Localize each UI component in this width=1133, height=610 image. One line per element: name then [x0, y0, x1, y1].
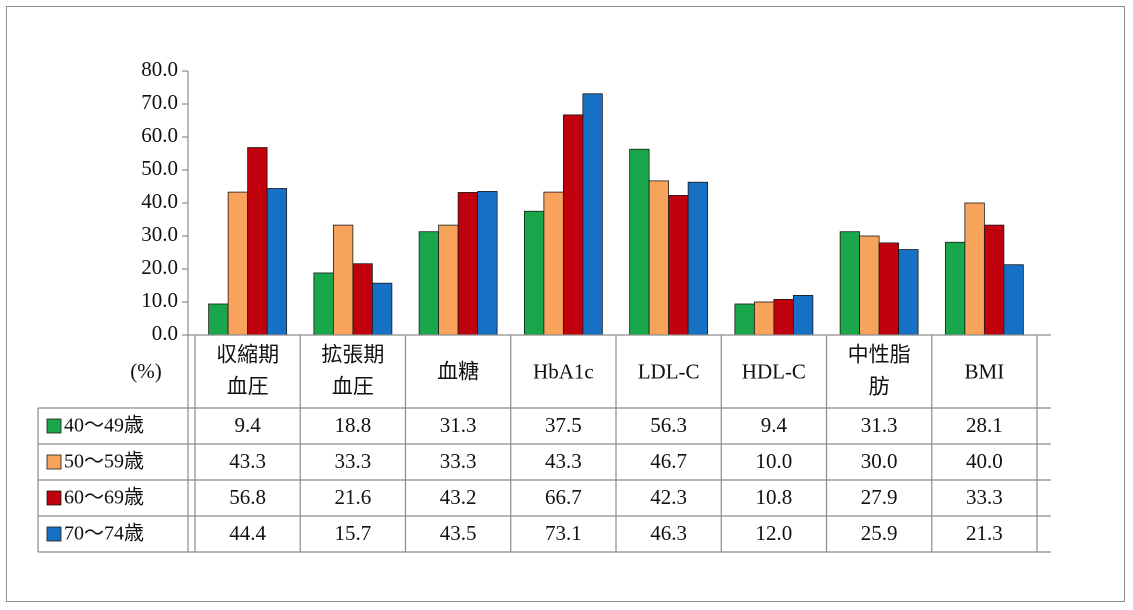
data-label: 43.3	[545, 449, 582, 473]
data-label: 18.8	[335, 413, 372, 437]
bar	[648, 180, 670, 336]
data-label: 10.0	[756, 449, 793, 473]
y-tick-label: 70.0	[141, 90, 178, 114]
category-label: HbA1c	[533, 359, 594, 383]
bar	[332, 224, 354, 336]
category-label: HDL-C	[742, 359, 806, 383]
data-label: 42.3	[650, 485, 687, 509]
unit-label: (%)	[130, 359, 161, 383]
y-tick-label: 50.0	[141, 156, 178, 180]
data-label: 9.4	[761, 413, 788, 437]
bar	[543, 191, 564, 336]
y-tick-label: 0.0	[152, 321, 178, 345]
bar	[418, 231, 440, 336]
legend-label: 40～49歳	[64, 414, 144, 437]
bar	[562, 114, 584, 336]
y-tick-label: 80.0	[141, 57, 178, 81]
bar	[227, 191, 249, 336]
data-label: 37.5	[545, 413, 582, 437]
y-tick-label: 10.0	[141, 288, 178, 312]
data-label: 46.7	[650, 449, 687, 473]
data-label: 30.0	[861, 449, 898, 473]
bar	[477, 191, 498, 336]
category-label: 血圧	[332, 374, 374, 398]
bar	[839, 231, 861, 336]
category-label: 血圧	[227, 374, 269, 398]
bar	[266, 188, 288, 336]
data-label: 31.3	[861, 413, 898, 437]
legend-swatch	[46, 490, 62, 506]
category-label: 血糖	[437, 359, 479, 383]
data-label: 27.9	[861, 485, 898, 509]
data-label: 33.3	[440, 449, 477, 473]
legend-swatch	[46, 454, 62, 470]
legend-label: 70～74歳	[64, 522, 144, 545]
category-label: LDL-C	[638, 359, 700, 383]
category-label: 中性脂	[848, 342, 911, 366]
data-label: 31.3	[440, 413, 477, 437]
bar	[352, 263, 373, 336]
bar	[582, 93, 603, 336]
legend-swatch	[46, 526, 62, 542]
y-tick-label: 40.0	[141, 189, 178, 213]
legend-label: 60～69歳	[64, 486, 144, 509]
bar	[457, 192, 479, 336]
bar	[734, 303, 755, 336]
y-tick-label: 20.0	[141, 255, 178, 279]
bar	[983, 224, 1005, 336]
data-label: 43.3	[229, 449, 266, 473]
bar	[629, 148, 650, 336]
y-tick-label: 60.0	[141, 123, 178, 147]
data-label: 43.5	[440, 521, 477, 545]
category-label: 拡張期	[321, 342, 384, 366]
bar	[1003, 264, 1024, 336]
data-label: 28.1	[966, 413, 1003, 437]
bar	[898, 249, 919, 336]
bar	[438, 224, 459, 336]
data-label: 33.3	[335, 449, 372, 473]
data-label: 12.0	[756, 521, 793, 545]
data-label: 40.0	[966, 449, 1003, 473]
data-label: 21.6	[335, 485, 372, 509]
data-label: 21.3	[966, 521, 1003, 545]
legend-swatch	[46, 418, 62, 434]
bar	[687, 181, 709, 336]
bar	[313, 272, 334, 336]
data-label: 46.3	[650, 521, 687, 545]
bar	[773, 298, 794, 336]
data-label: 44.4	[229, 521, 266, 545]
category-label: 収縮期	[216, 342, 279, 366]
bar	[371, 282, 393, 336]
bar	[964, 202, 985, 336]
bar	[944, 241, 966, 336]
data-label: 10.8	[756, 485, 793, 509]
category-label: 肪	[869, 374, 890, 398]
y-tick-label: 30.0	[141, 222, 178, 246]
legend-label: 50～59歳	[64, 450, 144, 473]
bar	[792, 294, 814, 336]
bar	[208, 303, 229, 336]
data-label: 56.3	[650, 413, 687, 437]
data-label: 25.9	[861, 521, 898, 545]
data-label: 9.4	[235, 413, 262, 437]
category-label: BMI	[965, 359, 1005, 383]
data-label: 56.8	[229, 485, 266, 509]
data-label: 15.7	[335, 521, 372, 545]
bar	[668, 195, 689, 336]
bar	[878, 242, 900, 336]
data-label: 66.7	[545, 485, 582, 509]
bar	[753, 301, 775, 336]
data-label: 43.2	[440, 485, 477, 509]
data-label: 33.3	[966, 485, 1003, 509]
bar	[859, 235, 880, 336]
bar	[523, 210, 545, 336]
data-label: 73.1	[545, 521, 582, 545]
bar	[247, 147, 268, 336]
